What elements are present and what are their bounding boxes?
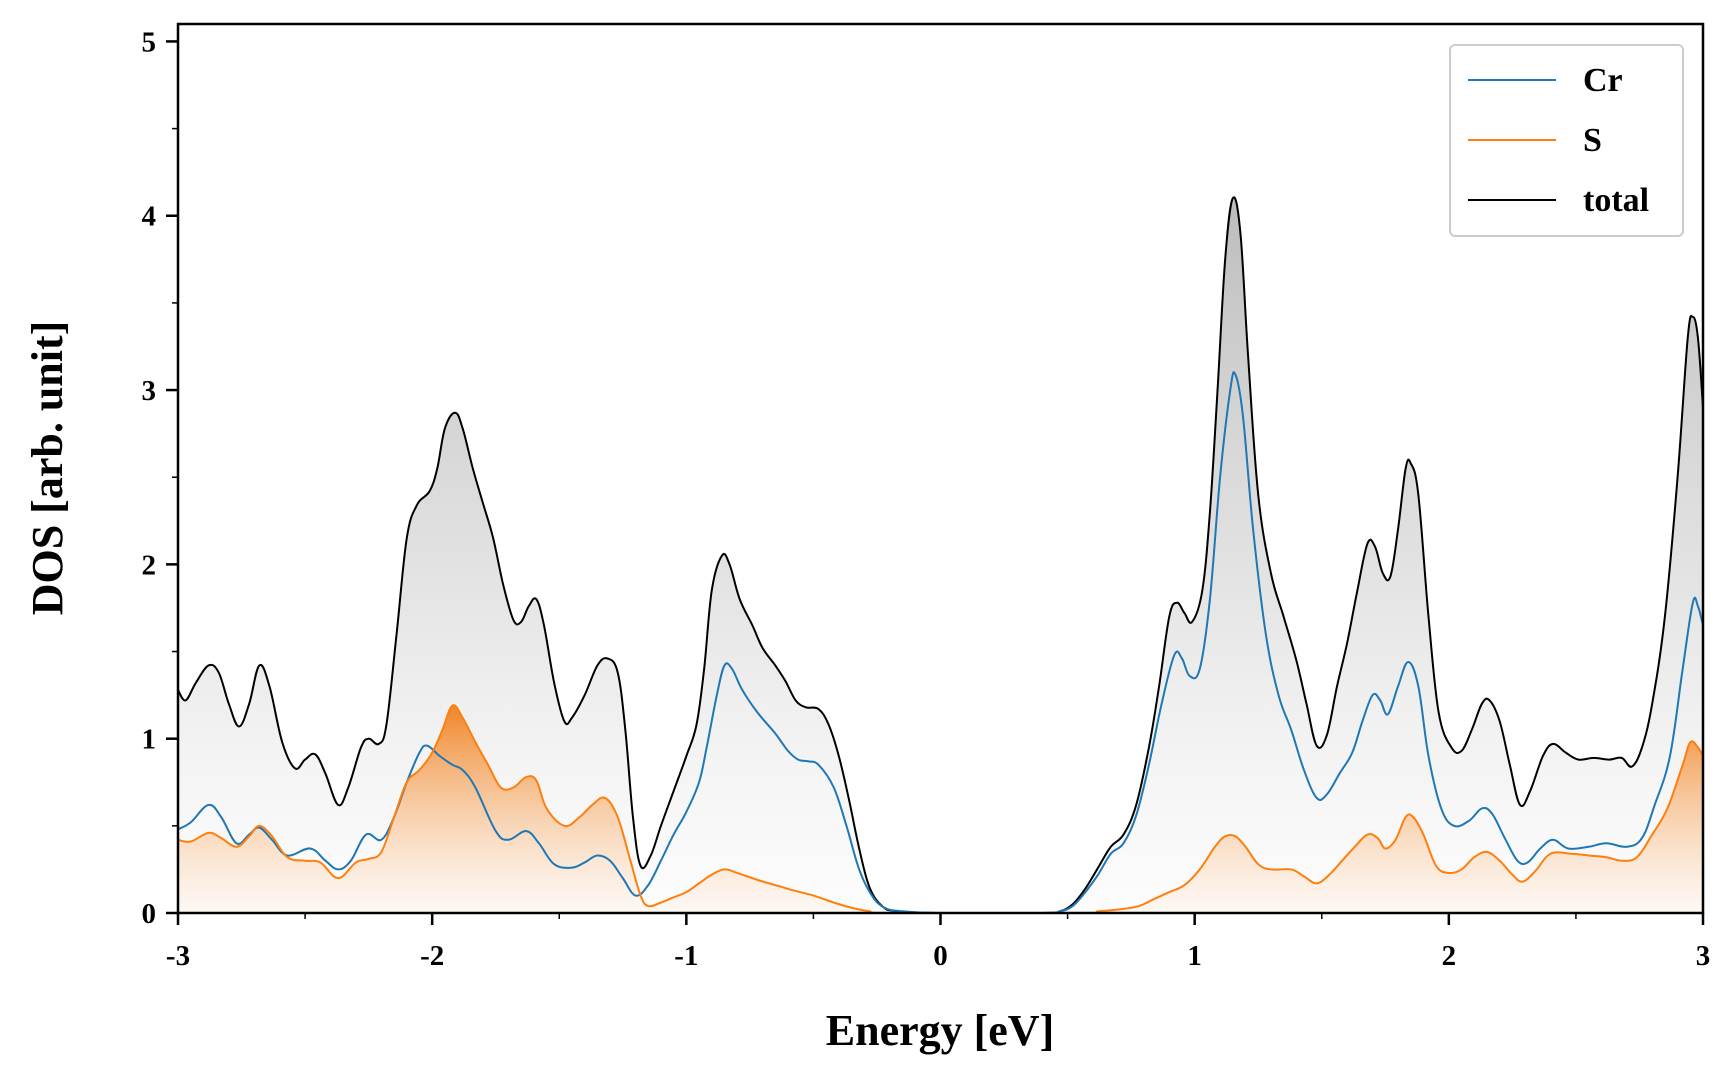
x-axis-label: Energy [eV] (826, 1006, 1055, 1055)
y-tick-label: 5 (142, 26, 157, 58)
legend-label-total: total (1583, 182, 1649, 219)
legend-box (1449, 44, 1684, 237)
y-tick-label: 1 (142, 724, 157, 756)
y-axis: 0 1 2 3 4 5 (142, 26, 178, 930)
legend-label-s: S (1583, 122, 1602, 159)
legend-label-cr: Cr (1583, 62, 1623, 99)
x-tick-label: 1 (1187, 940, 1202, 972)
y-axis-label: DOS [arb. unit] (23, 321, 72, 616)
area-fills (178, 197, 1703, 913)
x-tick-label: 0 (933, 940, 948, 972)
series-line-s (178, 704, 1703, 913)
x-tick-label: -3 (166, 940, 190, 972)
x-tick-label: -1 (674, 940, 698, 972)
x-tick-label: 3 (1696, 940, 1711, 972)
y-tick-label: 0 (142, 898, 157, 930)
y-tick-label: 2 (142, 549, 157, 581)
series-fill-s (178, 705, 1703, 913)
y-tick-label: 4 (142, 201, 157, 233)
series-fill-total (178, 197, 1703, 913)
x-tick-label: 2 (1442, 940, 1457, 972)
y-tick-label: 3 (142, 375, 157, 407)
x-axis: -3 -2 -1 0 1 2 3 (166, 913, 1710, 972)
x-tick-label: -2 (420, 940, 444, 972)
